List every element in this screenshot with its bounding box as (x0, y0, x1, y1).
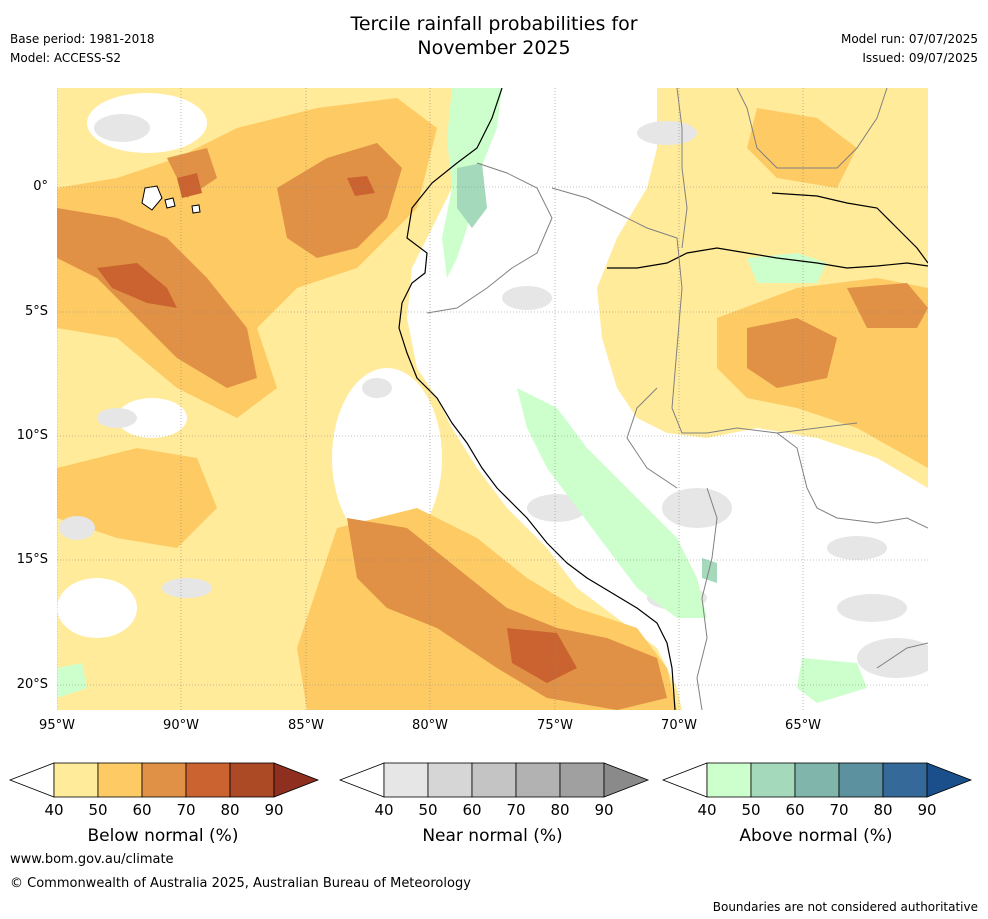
page-title: Tercile rainfall probabilities for Novem… (0, 12, 988, 60)
probability-map[interactable] (57, 88, 928, 710)
colorbar-tick-label: 80 (873, 801, 893, 819)
colorbar-label-near: Near normal (%) (422, 826, 563, 846)
colorbar-segment (515, 762, 561, 798)
colorbar-segment (794, 762, 840, 798)
colorbar-segment (383, 762, 429, 798)
lon-label-85w: 85°W (288, 718, 324, 733)
lat-label-10s: 10°S (16, 428, 48, 443)
colorbar-segment (185, 762, 231, 798)
colorbar-tick-label: 70 (829, 801, 849, 819)
lat-label-15s: 15°S (16, 552, 48, 567)
colorbar-tick-label: 50 (88, 801, 108, 819)
colorbar-below-normal (8, 762, 320, 798)
colorbars (8, 762, 973, 798)
lon-label-70w: 70°W (661, 718, 697, 733)
colorbar-tick-label: 70 (176, 801, 196, 819)
coastlines (398, 88, 928, 710)
website-link[interactable]: www.bom.gov.au/climate (10, 852, 174, 867)
model-name: Model: ACCESS-S2 (10, 51, 122, 65)
colorbar-segment (750, 762, 796, 798)
colorbar-extend-high (273, 762, 320, 798)
colorbar-extend-high (926, 762, 973, 798)
colorbar-extend-low (661, 762, 708, 798)
lon-label-95w: 95°W (39, 718, 75, 733)
colorbar-segment (882, 762, 928, 798)
lat-label-0: 0° (33, 179, 48, 194)
colorbar-tick-label: 60 (785, 801, 805, 819)
colorbar-near-normal (338, 762, 650, 798)
colorbar-tick-label: 80 (550, 801, 570, 819)
colorbar-segment (427, 762, 473, 798)
colorbar-extend-low (8, 762, 55, 798)
colorbar-segment (97, 762, 143, 798)
lat-label-5s: 5°S (24, 304, 48, 319)
colorbar-tick-label: 90 (917, 801, 937, 819)
lon-label-80w: 80°W (412, 718, 448, 733)
above-normal-50-field (457, 163, 717, 583)
map-panel[interactable] (57, 88, 928, 710)
colorbar-tick-label: 40 (697, 801, 717, 819)
colorbar-tick-label: 60 (462, 801, 482, 819)
colorbar-tick-label: 50 (418, 801, 438, 819)
colorbar-label-above: Above normal (%) (739, 826, 893, 846)
colorbar-tick-label: 60 (132, 801, 152, 819)
colorbar-segment (229, 762, 275, 798)
colorbar-segment (141, 762, 187, 798)
colorbar-tick-label: 40 (44, 801, 64, 819)
colorbar-segment (471, 762, 517, 798)
country-borders (426, 88, 928, 710)
disclaimer-text: Boundaries are not considered authoritat… (712, 900, 978, 914)
lon-label-75w: 75°W (537, 718, 573, 733)
lat-label-20s: 20°S (16, 677, 48, 692)
colorbar-extend-low (338, 762, 385, 798)
below-normal-70-field (97, 173, 577, 683)
colorbar-tick-label: 40 (374, 801, 394, 819)
issued-date: Issued: 09/07/2025 (862, 51, 978, 65)
colorbar-segment (838, 762, 884, 798)
title-line-2: November 2025 (417, 37, 571, 59)
colorbar-segment (559, 762, 605, 798)
lon-label-65w: 65°W (785, 718, 821, 733)
lon-label-90w: 90°W (163, 718, 199, 733)
colorbar-tick-label: 90 (264, 801, 284, 819)
graticule (57, 88, 928, 710)
colorbar-segment (53, 762, 99, 798)
base-period: Base period: 1981-2018 (10, 32, 155, 46)
title-line-1: Tercile rainfall probabilities for (350, 13, 638, 35)
colorbar-segment (706, 762, 752, 798)
colorbar-tick-label: 50 (741, 801, 761, 819)
galapagos-islands (141, 185, 201, 214)
colorbar-above-normal (661, 762, 973, 798)
colorbar-label-below: Below normal (%) (87, 826, 239, 846)
no-signal-areas (57, 93, 927, 688)
colorbar-tick-label: 70 (506, 801, 526, 819)
colorbar-tick-label: 80 (220, 801, 240, 819)
colorbar-extend-high (603, 762, 650, 798)
colorbar-tick-label: 90 (594, 801, 614, 819)
copyright-text: © Commonwealth of Australia 2025, Austra… (10, 876, 471, 891)
model-run: Model run: 07/07/2025 (840, 32, 978, 46)
